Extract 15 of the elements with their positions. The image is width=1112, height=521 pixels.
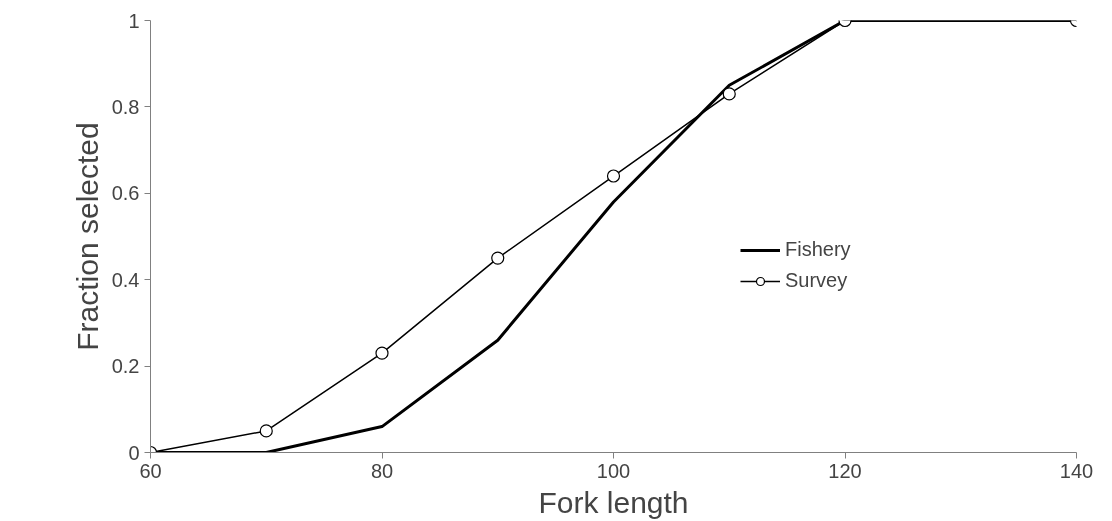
y-tick-label: 0.2 xyxy=(111,355,140,378)
x-tick-label: 100 xyxy=(596,459,631,482)
x-tick-label: 120 xyxy=(828,459,862,482)
x-tick-label: 80 xyxy=(370,459,394,482)
x-axis-title: Fork length xyxy=(538,485,689,519)
legend-label: Survey xyxy=(785,269,848,292)
legend-label: Fishery xyxy=(785,238,851,261)
y-tick-label: 0 xyxy=(128,441,140,464)
y-axis-title: Fraction selected xyxy=(70,122,104,351)
y-tick-label: 0.8 xyxy=(111,95,140,118)
y-tick-label: 0.6 xyxy=(111,182,140,205)
x-tick-label: 60 xyxy=(139,459,162,482)
y-tick-label: 0.4 xyxy=(111,268,140,291)
y-tick-label: 1 xyxy=(128,9,140,32)
x-tick-label: 140 xyxy=(1059,459,1094,482)
